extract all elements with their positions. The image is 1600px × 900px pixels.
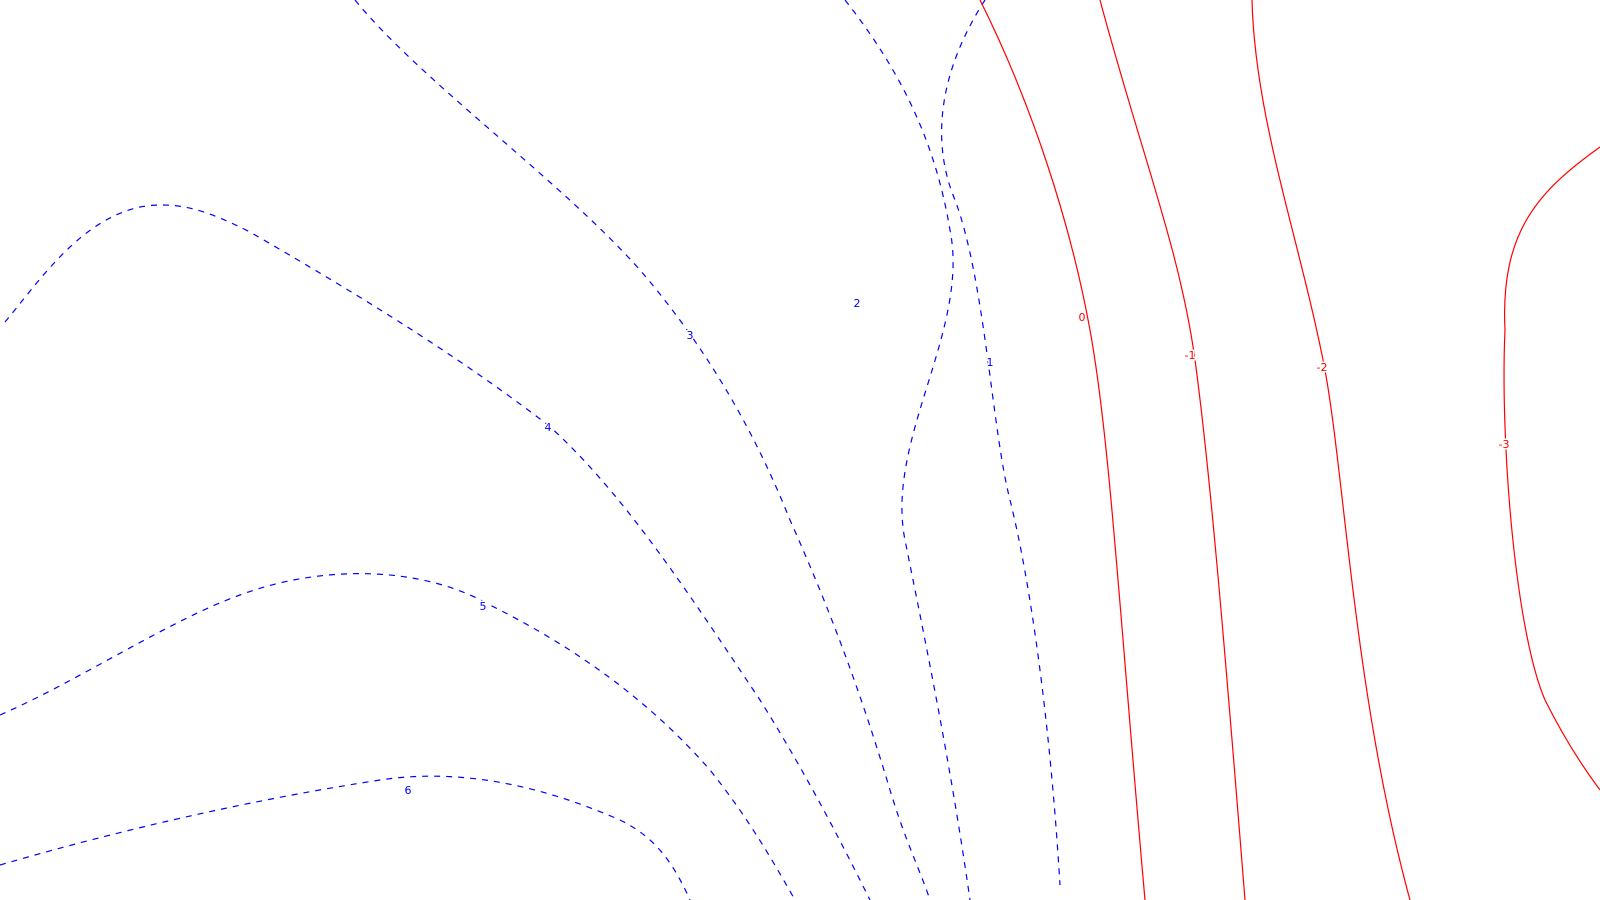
contour-line-4 (4, 204, 871, 900)
contour-line-3 (354, 0, 931, 900)
contour-label-0: 0 (1079, 311, 1086, 324)
contour-label-5: 5 (480, 600, 487, 613)
contour-label-minus-1: -1 (1185, 349, 1196, 362)
contour-label-6: 6 (405, 784, 412, 797)
contour-label-2: 2 (854, 297, 861, 310)
contour-label-minus-3: -3 (1499, 438, 1510, 451)
contour-line-minus-2 (1251, 0, 1411, 900)
contour-line-1 (941, 0, 1061, 886)
contour-label-3: 3 (687, 329, 694, 342)
contour-line-0 (979, 0, 1146, 900)
contour-line-minus-3 (1503, 146, 1600, 791)
contour-line-minus-1 (1099, 0, 1246, 900)
contour-line-5 (0, 573, 796, 900)
contour-label-1: 1 (987, 356, 994, 369)
contour-label-minus-2: -2 (1317, 361, 1328, 374)
contour-line-2 (844, 0, 971, 900)
contour-line-6 (0, 775, 691, 900)
contour-label-4: 4 (545, 421, 552, 434)
